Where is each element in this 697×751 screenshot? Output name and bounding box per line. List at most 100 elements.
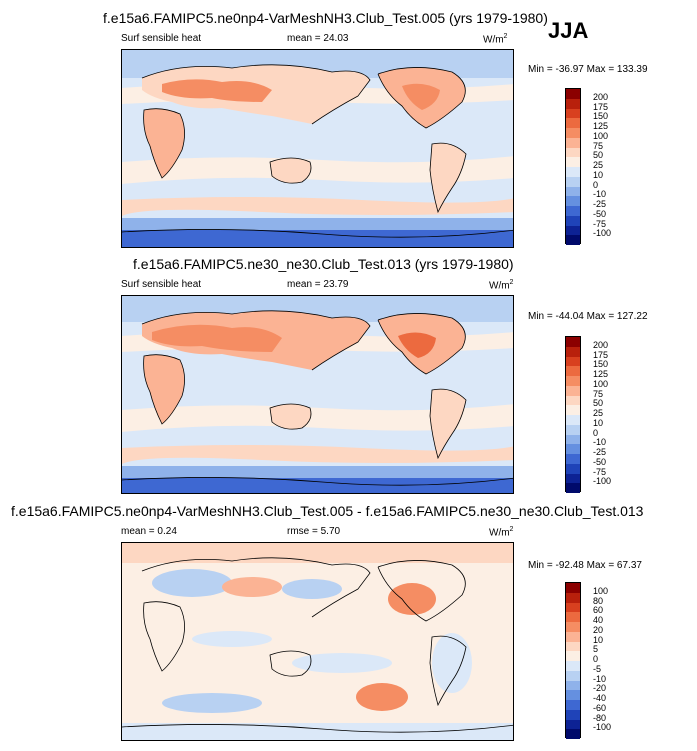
panel3-units-label: W/m2: [489, 526, 514, 539]
panel3-minmax-label: Min = -92.48 Max = 67.37: [528, 560, 642, 571]
colorbar-tick-label: -50: [593, 456, 607, 467]
colorbar-bin: [566, 176, 580, 187]
colorbar-tick-label: -10: [593, 437, 607, 448]
colorbar-tick-label: -40: [593, 693, 607, 703]
colorbar-bin: [566, 235, 580, 245]
colorbar-tick-label: 20: [593, 624, 604, 635]
colorbar-bin: [566, 206, 580, 216]
colorbar-tick-label: 100: [593, 378, 609, 389]
colorbar-tick-label: 25: [593, 160, 604, 170]
colorbar-bin: [566, 454, 580, 464]
colorbar-bin: [566, 366, 580, 376]
panel1-title: f.e15a6.FAMIPC5.ne0np4-VarMeshNH3.Club_T…: [103, 10, 548, 26]
colorbar-bin: [566, 690, 580, 700]
colorbar-tick-label: -5: [593, 663, 602, 674]
colorbar-bin: [566, 89, 580, 99]
colorbar-bin: [566, 444, 580, 454]
colorbar-tick-label: 175: [593, 349, 609, 360]
colorbar-bin: [566, 215, 580, 226]
colorbar-bin: [566, 225, 580, 236]
colorbar-tick-label: 0: [593, 427, 599, 438]
colorbar-bin: [566, 157, 580, 167]
colorbar-bin: [566, 147, 580, 158]
colorbar-bin: [566, 108, 580, 119]
panel3-title: f.e15a6.FAMIPC5.ne0np4-VarMeshNH3.Club_T…: [11, 503, 644, 519]
colorbar-bin: [566, 729, 580, 739]
colorbar-bin: [566, 641, 580, 652]
colorbar-tick-label: -20: [593, 683, 607, 694]
colorbar-bin: [566, 98, 580, 109]
colorbar-tick-label: 100: [593, 130, 609, 141]
colorbar-bin: [566, 337, 580, 347]
colorbar-bin: [566, 631, 580, 642]
colorbar-tick-label: 10: [593, 169, 604, 180]
panel2-units-label: W/m2: [489, 279, 514, 292]
colorbar-tick-label: 150: [593, 111, 609, 122]
colorbar-bin: [566, 405, 580, 415]
colorbar-bin: [566, 709, 580, 720]
colorbar-bin: [566, 670, 580, 681]
colorbar-tick-label: 80: [593, 595, 604, 606]
colorbar-tick-label: -75: [593, 218, 607, 229]
colorbar-tick-label: 150: [593, 359, 609, 370]
panel1-colorbar: [565, 88, 581, 245]
colorbar-bin: [566, 602, 580, 613]
colorbar-tick-label: -100: [593, 722, 612, 733]
colorbar-bin: [566, 376, 580, 386]
panel1-map: [121, 49, 514, 248]
panel2-minmax-label: Min = -44.04 Max = 127.22: [528, 311, 648, 322]
colorbar-tick-label: -80: [593, 712, 607, 723]
colorbar-bin: [566, 680, 580, 691]
colorbar-bin: [566, 424, 580, 435]
colorbar-bin: [566, 395, 580, 406]
colorbar-bin: [566, 346, 580, 357]
season-label: JJA: [548, 18, 589, 43]
panel1-units-label: W/m2: [483, 33, 508, 46]
panel3-map: [121, 542, 514, 741]
colorbar-bin: [566, 137, 580, 148]
colorbar-bin: [566, 385, 580, 396]
panel1-mean-label: mean = 24.03: [287, 33, 349, 44]
colorbar-bin: [566, 583, 580, 593]
colorbar-tick-label: 125: [593, 369, 609, 379]
colorbar-bin: [566, 592, 580, 603]
panel2-map-svg: [122, 296, 513, 493]
colorbar-tick-label: 200: [593, 91, 609, 102]
colorbar-tick-label: 200: [593, 339, 609, 350]
panel2-mean-label: mean = 23.79: [287, 279, 349, 290]
colorbar-bin: [566, 196, 580, 206]
colorbar-tick-label: 175: [593, 101, 609, 112]
colorbar-bin: [566, 186, 580, 197]
colorbar-tick-label: 50: [593, 150, 604, 161]
colorbar-bin: [566, 473, 580, 484]
colorbar-bin: [566, 434, 580, 445]
colorbar-tick-label: 75: [593, 388, 604, 399]
colorbar-tick-label: 5: [593, 644, 599, 655]
colorbar-tick-label: 50: [593, 398, 604, 409]
panel3-map-svg: [122, 543, 513, 740]
panel1-minmax-label: Min = -36.97 Max = 133.39: [528, 64, 648, 75]
colorbar-tick-label: 125: [593, 121, 609, 131]
colorbar-tick-label: 100: [593, 585, 609, 596]
colorbar-tick-label: -100: [593, 228, 612, 239]
colorbar-bin: [566, 612, 580, 622]
panel2-title: f.e15a6.FAMIPC5.ne30_ne30.Club_Test.013 …: [133, 256, 514, 272]
colorbar-tick-label: 40: [593, 615, 604, 625]
colorbar-tick-label: -10: [593, 673, 607, 684]
colorbar-bin: [566, 167, 580, 177]
colorbar-tick-label: -60: [593, 702, 607, 713]
panel3-rmse-label: rmse = 5.70: [287, 526, 341, 537]
colorbar-tick-label: 75: [593, 140, 604, 151]
panel1-variable-label: Surf sensible heat: [121, 33, 202, 44]
panel3-colorbar: [565, 582, 581, 739]
colorbar-bin: [566, 622, 580, 632]
colorbar-tick-label: 25: [593, 408, 604, 418]
colorbar-bin: [566, 700, 580, 710]
colorbar-tick-label: 10: [593, 417, 604, 428]
colorbar-tick-label: 60: [593, 605, 604, 616]
panel2-map: [121, 295, 514, 494]
colorbar-bin: [566, 719, 580, 730]
colorbar-tick-label: 10: [593, 634, 604, 645]
colorbar-bin: [566, 356, 580, 367]
colorbar-tick-label: -75: [593, 466, 607, 477]
